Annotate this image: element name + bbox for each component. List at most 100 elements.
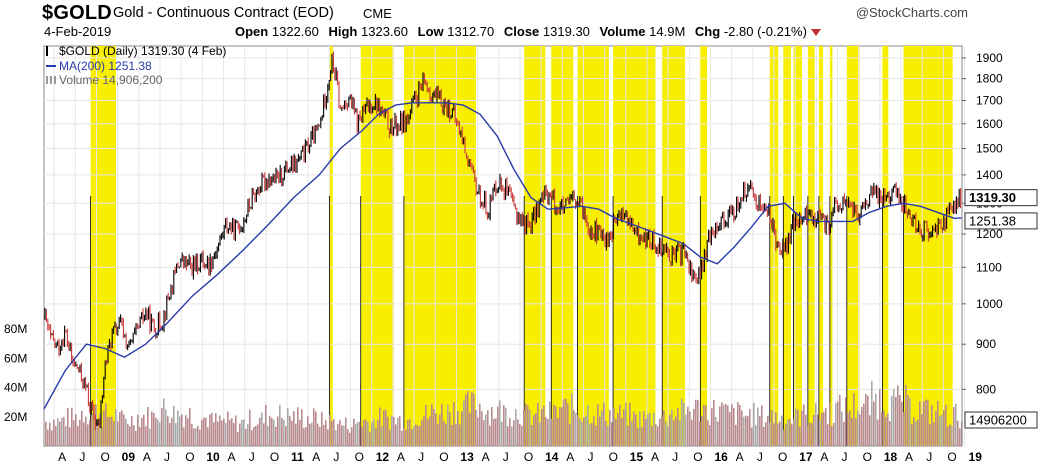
volume-bar — [819, 419, 821, 446]
volume-bar — [441, 404, 443, 446]
volume-bar — [75, 414, 77, 446]
highlight-band — [577, 46, 609, 446]
volume-bar — [215, 413, 217, 446]
highlight-band — [329, 46, 333, 446]
x-tick-label: O — [863, 450, 872, 464]
volume-bar — [491, 407, 493, 446]
volume-bar — [597, 404, 599, 446]
volume-bar — [947, 426, 949, 446]
volume-bar — [627, 425, 629, 446]
volume-bar — [705, 405, 707, 446]
volume-bar — [391, 415, 393, 446]
volume-bar — [437, 423, 439, 446]
volume-bar — [735, 424, 737, 446]
volume-bar — [217, 421, 219, 446]
x-tick-label: J — [926, 450, 932, 464]
volume-bar — [683, 402, 685, 446]
x-tick-label: J — [418, 450, 424, 464]
volume-bar — [579, 418, 581, 446]
volume-bar — [621, 418, 623, 446]
volume-bar — [363, 420, 365, 446]
y-tick-label: 900 — [976, 337, 996, 351]
close-value: 1319.30 — [542, 24, 590, 39]
x-tick-label: J — [164, 450, 170, 464]
volume-bar — [713, 399, 715, 446]
volume-bar — [177, 410, 179, 446]
highlight-band — [829, 46, 833, 446]
volume-bar — [919, 401, 921, 446]
volume-bar — [555, 406, 557, 446]
highlight-band — [882, 46, 889, 446]
volume-bar — [863, 403, 865, 446]
volume-bar — [639, 411, 641, 446]
volume-bar — [883, 410, 885, 446]
ohlc-bar-icon — [46, 46, 56, 56]
volume-bar — [439, 414, 441, 446]
volume-bar — [681, 398, 683, 446]
volume-bar — [517, 419, 519, 446]
volume-tag: 14906200 — [969, 413, 1027, 428]
volume-bar — [711, 408, 713, 446]
volume-bar — [765, 422, 767, 446]
volume-bar — [759, 416, 761, 446]
volume-bar — [835, 403, 837, 446]
volume-bar — [387, 416, 389, 446]
volume-bar — [375, 428, 377, 446]
volume-bar — [401, 430, 403, 446]
legend-volume: Volume 14,906,200 — [46, 73, 226, 88]
ma-tag-box — [964, 212, 1038, 230]
open-value: 1322.60 — [271, 24, 319, 39]
volume-bar — [703, 404, 705, 446]
volume-bar — [567, 403, 569, 446]
volume-bar — [443, 420, 445, 446]
x-tick-label: O — [101, 450, 110, 464]
volume-bar — [733, 408, 735, 446]
y-tick-label: 1900 — [976, 51, 1003, 65]
volume-bar — [85, 416, 87, 446]
volume-bar — [409, 419, 411, 446]
volume-bar — [891, 395, 893, 446]
volume-bar — [535, 413, 537, 446]
volume-bar — [511, 426, 513, 446]
volume-bar — [57, 418, 59, 446]
volume-bar — [699, 421, 701, 446]
x-tick-label: O — [693, 450, 702, 464]
volume-bar — [203, 417, 205, 446]
volume-bar — [323, 424, 325, 446]
x-tick-label: A — [820, 450, 828, 464]
volume-bar — [269, 415, 271, 446]
volume-bar — [695, 399, 697, 446]
volume-bar — [449, 412, 451, 446]
volume-bar — [931, 405, 933, 446]
volume-bar — [801, 410, 803, 446]
exchange: CME — [363, 6, 392, 21]
volume-bar — [471, 392, 473, 446]
volume-tag-box — [964, 411, 1038, 429]
volume-bar — [403, 428, 405, 446]
volume-bar — [635, 414, 637, 446]
volume-bar — [833, 422, 835, 446]
volume-bar — [287, 408, 289, 446]
volume-bar — [241, 419, 243, 446]
volume-bar — [451, 424, 453, 446]
volume-bar — [571, 393, 573, 446]
volume-bar — [219, 415, 221, 446]
volume-bar — [481, 411, 483, 446]
x-tick-label: J — [249, 450, 255, 464]
price-tag: 1319.30 — [969, 190, 1016, 205]
x-tick-label: 17 — [799, 450, 813, 464]
volume-bar — [427, 419, 429, 446]
volume-bar — [901, 401, 903, 446]
volume-bar — [185, 415, 187, 446]
volume-bar — [275, 426, 277, 446]
volume-bar — [453, 402, 455, 446]
volume-bar — [459, 424, 461, 446]
volume-bar — [745, 415, 747, 446]
volume-bar — [263, 423, 265, 446]
volume-bar — [743, 416, 745, 446]
y-tick-label: 1200 — [976, 227, 1003, 241]
volume-bar — [811, 423, 813, 446]
volume-bar — [847, 412, 849, 446]
x-tick-label: O — [609, 450, 618, 464]
volume-bar — [561, 407, 563, 446]
